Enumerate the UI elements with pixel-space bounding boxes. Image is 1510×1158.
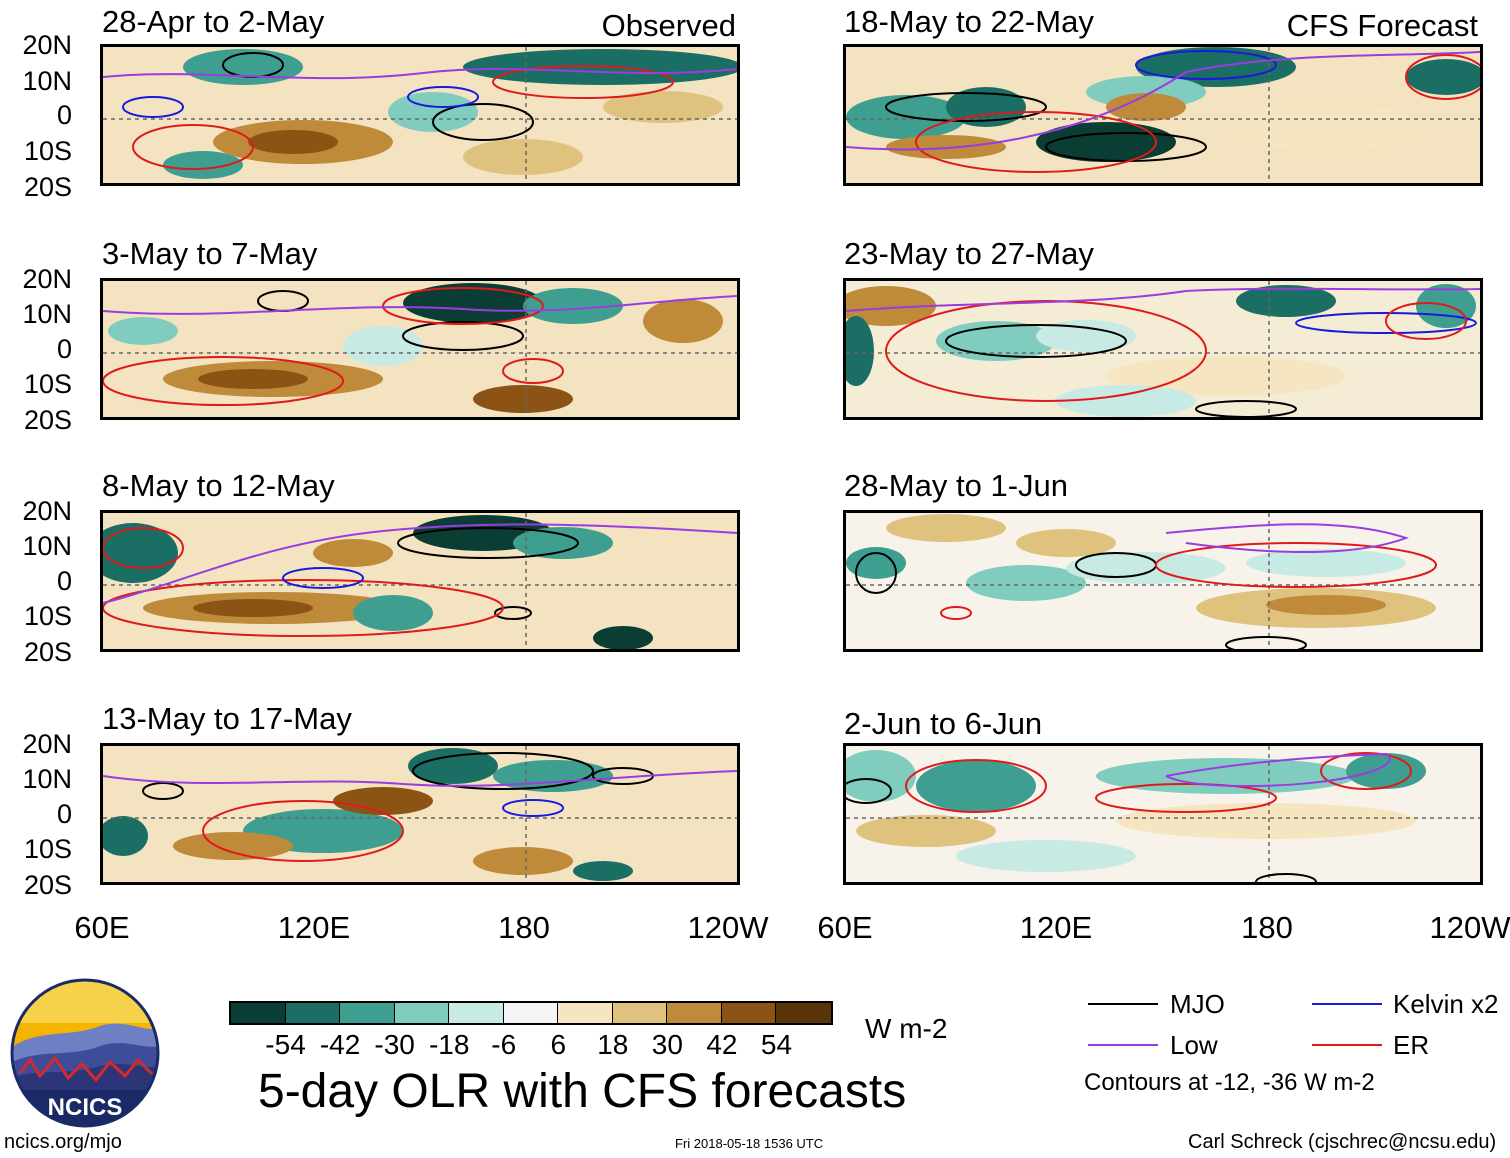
panel-title-fcst-4: 2-Jun to 6-Jun: [844, 706, 1043, 741]
lat-10n: 10N: [22, 66, 72, 96]
column-label-forecast: CFS Forecast: [1286, 8, 1478, 43]
lat-10n: 10N: [22, 764, 72, 794]
ncics-logo: NCICS: [10, 978, 160, 1128]
panel-title-obs-3: 8-May to 12-May: [102, 468, 335, 503]
colorbar-tick-label: 42: [706, 1029, 738, 1060]
panel-title-fcst-2: 23-May to 27-May: [844, 236, 1094, 271]
legend-label-low: Low: [1170, 1030, 1218, 1060]
legend-swatch-mjo: [1088, 1003, 1158, 1005]
panel-title-obs-1: 28-Apr to 2-May: [102, 4, 325, 39]
panel-title-fcst-3: 28-May to 1-Jun: [844, 468, 1068, 503]
lon-60e-left: 60E: [74, 910, 130, 945]
logo-text: NCICS: [48, 1094, 123, 1121]
colorbar-cell: [503, 1003, 559, 1023]
lat-20s: 20S: [23, 870, 72, 900]
contour-legend: MJO Kelvin x2 Low ER: [1085, 988, 1505, 1088]
colorbar-tick-label: -18: [428, 1029, 470, 1060]
legend-swatch-low: [1088, 1044, 1158, 1046]
lat-10s: 10S: [23, 136, 72, 166]
lon-120w-right: 120W: [1429, 910, 1510, 945]
map-panel-fcst-3: [843, 510, 1483, 652]
legend-label-mjo: MJO: [1170, 989, 1225, 1019]
colorbar-tick-label: -6: [491, 1029, 517, 1060]
colorbar-cell: [394, 1003, 450, 1023]
lat-20s: 20S: [23, 172, 72, 202]
lat-10s: 10S: [23, 369, 72, 399]
colorbar-cell: [667, 1003, 722, 1023]
lat-20n: 20N: [22, 729, 72, 759]
colorbar-tick-label: 6: [550, 1029, 567, 1060]
map-panel-fcst-1: [843, 44, 1483, 186]
footer-timestamp: Fri 2018-05-18 1536 UTC: [675, 1136, 824, 1151]
panel-title-obs-4: 13-May to 17-May: [102, 701, 352, 736]
colorbar-units: W m-2: [865, 1013, 948, 1044]
colorbar-tick-label: 30: [651, 1029, 683, 1060]
colorbar: [229, 1001, 833, 1025]
colorbar-cell: [285, 1003, 341, 1023]
panel-title-obs-2: 3-May to 7-May: [102, 236, 318, 271]
panel-title-fcst-1: 18-May to 22-May: [844, 4, 1094, 39]
map-panel-obs-4: [100, 743, 740, 885]
map-panel-fcst-4: [843, 743, 1483, 885]
legend-swatch-er: [1312, 1044, 1382, 1046]
colorbar-tick-label: 54: [760, 1029, 793, 1060]
colorbar-cell: [340, 1003, 395, 1023]
legend-label-er: ER: [1393, 1030, 1430, 1060]
lat-10s: 10S: [23, 601, 72, 631]
legend-swatch-kelvin: [1312, 1003, 1382, 1005]
lat-20s: 20S: [23, 405, 72, 435]
lat-20s: 20S: [23, 637, 72, 667]
map-panel-fcst-2: [843, 278, 1483, 420]
footer-url[interactable]: ncics.org/mjo: [4, 1131, 122, 1153]
map-panel-obs-1: [100, 44, 740, 186]
colorbar-cell: [558, 1003, 613, 1023]
lon-180-right: 180: [1241, 910, 1293, 945]
map-panel-obs-2: [100, 278, 740, 420]
colorbar-cell: [721, 1003, 777, 1023]
lat-20n: 20N: [22, 496, 72, 526]
lat-0: 0: [56, 334, 72, 364]
legend-note: Contours at -12, -36 W m-2: [1084, 1069, 1375, 1096]
column-label-observed: Observed: [601, 8, 736, 43]
colorbar-tick-label: -54: [265, 1029, 306, 1060]
legend-label-kelvin: Kelvin x2: [1393, 989, 1499, 1019]
lat-10n: 10N: [22, 531, 72, 561]
footer-author: Carl Schreck (cjschrec@ncsu.edu): [1188, 1131, 1497, 1153]
colorbar-cell: [231, 1003, 286, 1023]
lon-120w-left: 120W: [687, 910, 769, 945]
lat-10n: 10N: [22, 299, 72, 329]
lon-180-left: 180: [498, 910, 550, 945]
lat-20n: 20N: [22, 264, 72, 294]
lat-0: 0: [56, 566, 72, 596]
lon-120e-right: 120E: [1019, 910, 1093, 945]
lat-20n: 20N: [22, 30, 72, 60]
figure-title: 5-day OLR with CFS forecasts: [258, 1065, 907, 1118]
lat-0: 0: [56, 799, 72, 829]
lat-0: 0: [56, 100, 72, 130]
lon-120e-left: 120E: [277, 910, 351, 945]
lon-60e-right: 60E: [817, 910, 873, 945]
map-panel-obs-3: [100, 510, 740, 652]
colorbar-cell: [776, 1003, 831, 1023]
colorbar-cell: [449, 1003, 504, 1023]
lat-10s: 10S: [23, 834, 72, 864]
colorbar-tick-label: 18: [597, 1029, 629, 1060]
colorbar-tick-label: -30: [374, 1029, 415, 1060]
colorbar-tick-label: -42: [319, 1029, 361, 1060]
colorbar-cell: [612, 1003, 668, 1023]
